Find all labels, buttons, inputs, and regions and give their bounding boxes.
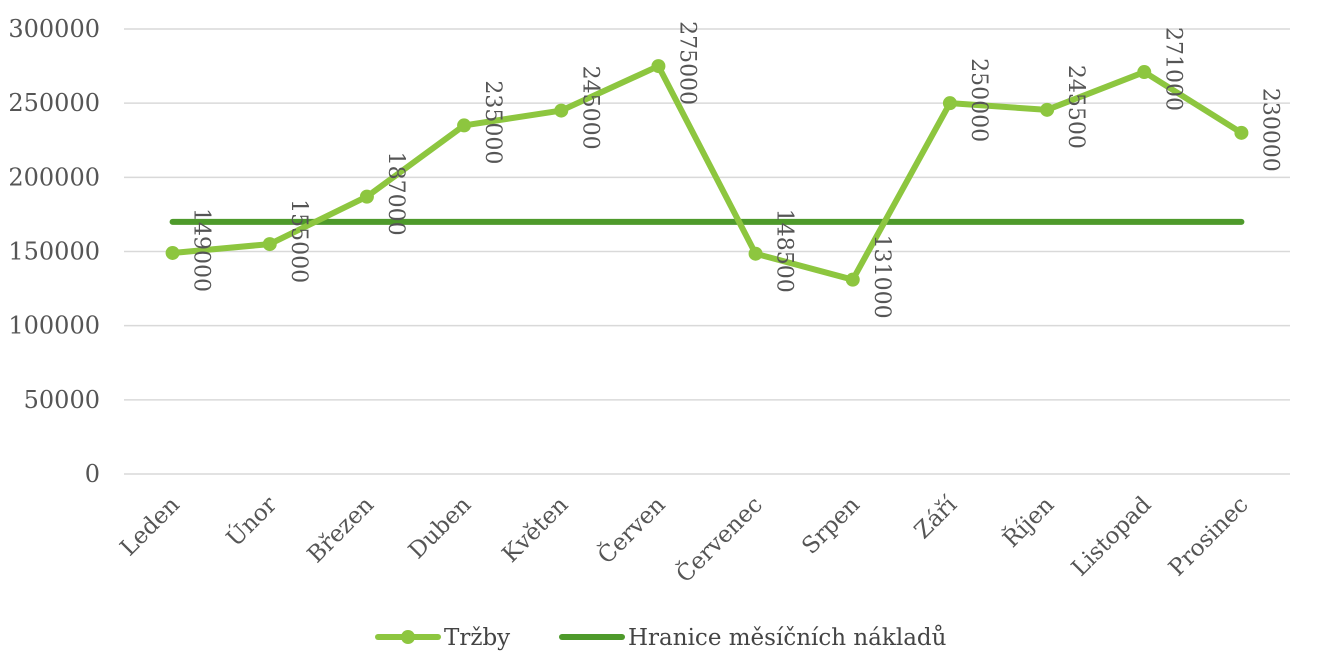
data-label: 245500: [1063, 65, 1088, 149]
data-label: 235000: [480, 80, 505, 164]
data-point: [748, 246, 763, 261]
y-tick-label: 150000: [8, 238, 100, 266]
x-tick-label: Leden: [115, 492, 184, 561]
y-tick-label: 200000: [8, 163, 100, 191]
x-tick-label: Únor: [221, 491, 282, 552]
data-point: [1137, 65, 1152, 80]
data-label: 155000: [286, 199, 311, 283]
data-point: [457, 118, 472, 133]
legend-label-trzby: Tržby: [444, 625, 510, 651]
data-label: 131000: [869, 235, 894, 319]
x-tick-label: Březen: [303, 492, 380, 569]
data-point: [942, 96, 957, 111]
legend: Tržby Hranice měsíčních nákladů: [375, 624, 946, 651]
x-tick-label: Srpen: [797, 492, 865, 560]
series-line-trzby: [169, 63, 1245, 283]
x-tick-label: Duben: [404, 492, 477, 565]
data-point: [1040, 102, 1055, 117]
data-label: 148500: [772, 209, 797, 293]
gridlines: [124, 28, 1290, 475]
data-point: [651, 59, 666, 74]
y-tick-label: 250000: [8, 89, 100, 117]
x-tick-label: Květen: [498, 492, 574, 568]
data-labels: 149000 155000 187000 235000 245000 275000 1485…: [189, 21, 1283, 319]
x-axis-ticks: Leden Únor Březen Duben Květen Červen Červenec…: [115, 491, 1253, 588]
x-tick-label: Prosinec: [1164, 492, 1254, 582]
data-label: 271000: [1160, 27, 1185, 111]
x-tick-label: Září: [910, 491, 963, 544]
data-point: [554, 103, 569, 118]
legend-label-hranice: Hranice měsíčních nákladů: [628, 624, 946, 651]
data-point: [1234, 125, 1249, 140]
data-point: [262, 237, 277, 252]
data-label: 230000: [1257, 88, 1282, 172]
y-tick-label: 50000: [24, 386, 100, 414]
legend-marker-trzby: [401, 630, 415, 644]
y-axis-ticks: 0 50000 100000 150000 200000 250000 300000: [8, 15, 100, 488]
data-point: [165, 245, 180, 260]
x-tick-label: Listopad: [1067, 492, 1157, 582]
y-tick-label: 100000: [8, 312, 100, 340]
data-label: 250000: [966, 58, 991, 142]
x-tick-label: Červen: [592, 491, 670, 569]
data-label: 275000: [674, 21, 699, 105]
series-layer: [165, 59, 1249, 287]
x-tick-label: Říjen: [998, 491, 1060, 553]
y-tick-label: 0: [85, 460, 100, 488]
data-point: [845, 272, 860, 287]
data-label: 149000: [189, 208, 214, 292]
data-label: 187000: [383, 152, 408, 236]
x-tick-label: Červenec: [671, 491, 768, 588]
y-tick-label: 300000: [8, 15, 100, 43]
data-point: [359, 189, 374, 204]
data-label: 245000: [577, 66, 602, 150]
